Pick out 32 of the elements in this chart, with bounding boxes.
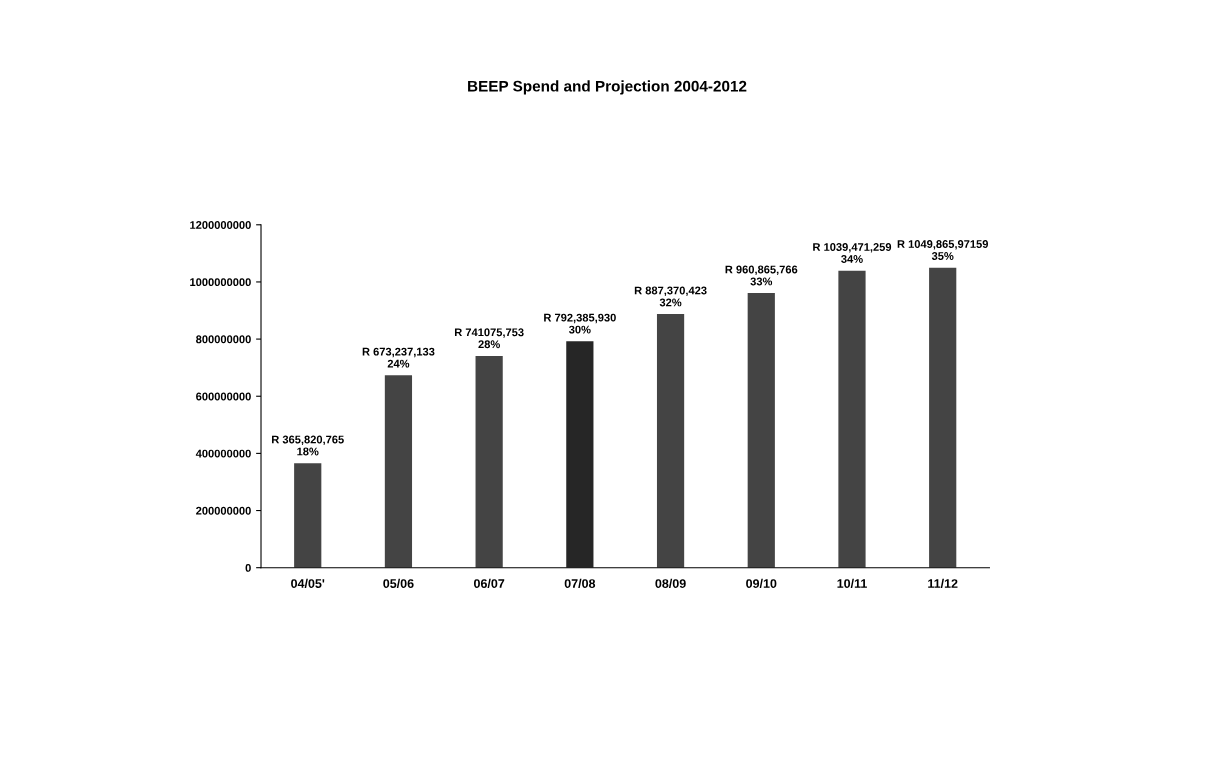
x-tick-label: 09/10: [746, 578, 777, 589]
x-tick-label: 08/09: [655, 578, 686, 589]
data-label: R 1039,471,259 34%: [813, 243, 892, 263]
bar: [929, 267, 957, 568]
data-label: R 365,820,765 18%: [272, 435, 344, 456]
bar: [656, 314, 685, 568]
data-label: R 673,237,133 24%: [362, 347, 435, 368]
bar: [384, 375, 413, 568]
y-tick-label: 400000000: [195, 449, 251, 458]
data-label: R 1049,865,97159 35%: [897, 240, 989, 260]
x-tick-label: 11/12: [928, 578, 958, 589]
x-tick-label: 05/06: [383, 578, 414, 589]
y-tick-label: 600000000: [196, 392, 251, 401]
y-tick-label: 1000000000: [190, 278, 251, 287]
x-tick-label: 06/07: [474, 578, 505, 589]
y-tick-label: 0: [245, 563, 251, 572]
y-tick-label: 1200000000: [190, 221, 251, 229]
bar: [475, 355, 503, 568]
x-tick-label: 07/08: [564, 578, 596, 589]
y-tick-label: 200000000: [196, 506, 251, 515]
data-label: R 741075,753 28%: [454, 328, 524, 349]
data-label: R 887,370,423 32%: [634, 286, 707, 307]
x-tick-label: 04/05': [291, 578, 325, 589]
bar: [747, 293, 775, 568]
x-tick-label: 10/11: [837, 578, 867, 589]
bar: [566, 341, 594, 568]
y-tick-label: 800000000: [196, 335, 251, 344]
chart-title: BEEP Spend and Projection 2004-2012: [468, 80, 747, 95]
bar: [294, 463, 322, 568]
bar: [838, 270, 866, 568]
data-label: R 960,865,766 33%: [725, 265, 798, 286]
data-label: R 792,385,930 30%: [544, 313, 616, 334]
